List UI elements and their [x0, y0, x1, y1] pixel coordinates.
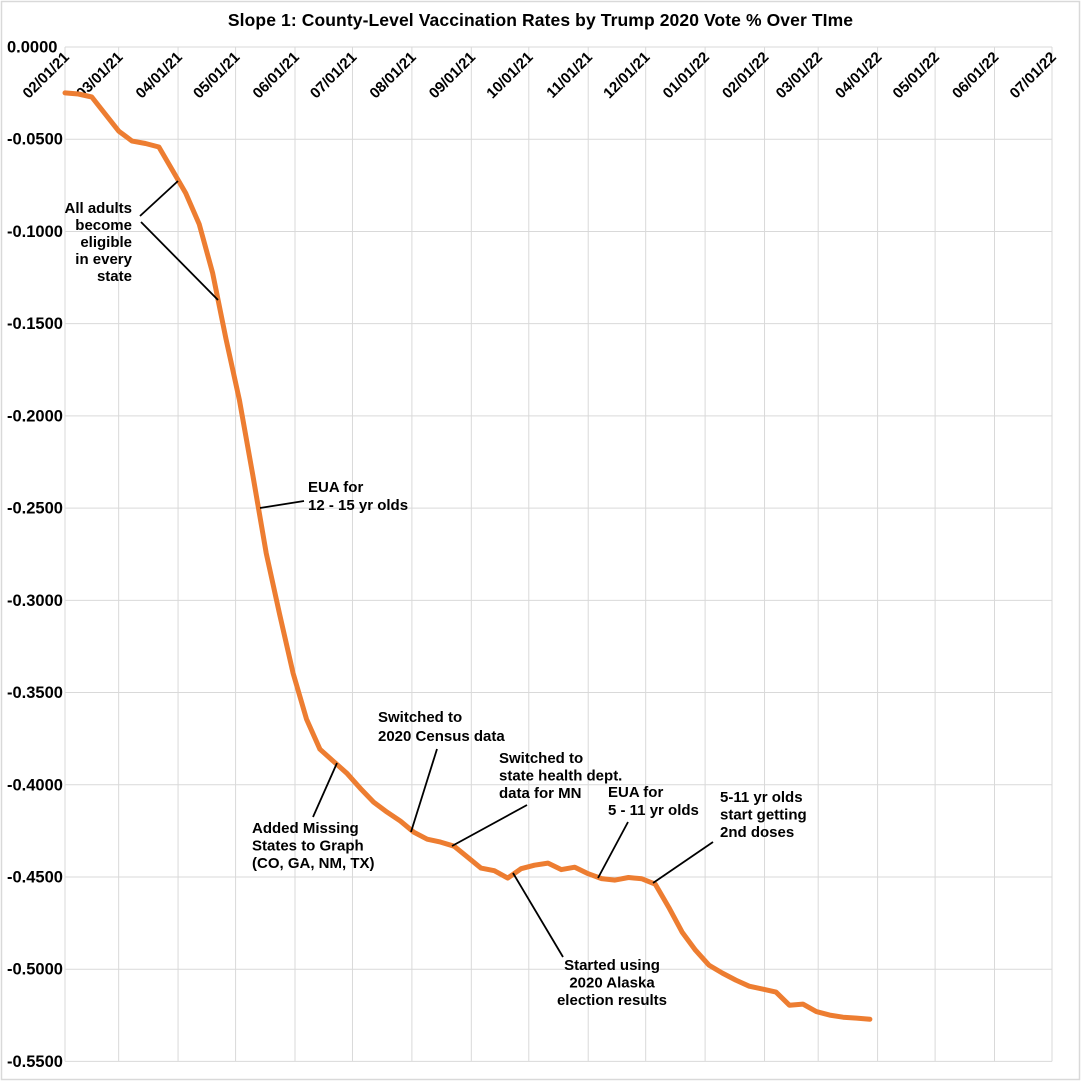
annotation-text: 2020 Alaska — [569, 975, 655, 992]
annotation-pointer — [259, 500, 305, 509]
annotation-text: Switched to — [499, 750, 583, 767]
annotation-pointer — [410, 748, 438, 833]
annotation-text: All adults — [64, 200, 132, 217]
chart-title: Slope 1: County-Level Vaccination Rates … — [227, 10, 854, 30]
annotation-pointer — [512, 872, 564, 958]
annotation-text: States to Graph — [252, 838, 364, 855]
x-axis-labels: 02/01/21 03/01/21 04/01/21 05/01/21 06/01/21… — [20, 49, 1060, 102]
annotation-text: data for MN — [499, 785, 582, 802]
annotation-text: 12 - 15 yr olds — [308, 497, 408, 514]
y-tick-label: -0.4500 — [7, 868, 63, 886]
annotation-text: start getting — [720, 807, 807, 824]
annotation-pointer — [451, 804, 528, 847]
y-tick-label: -0.1000 — [7, 223, 63, 241]
annotation-pointer — [139, 180, 179, 217]
y-tick-label: 0.0000 — [7, 39, 57, 57]
annotation-text: become — [75, 217, 132, 234]
annotation-text: in every — [75, 251, 132, 268]
annotation-text: state — [97, 268, 132, 285]
annotation-text: state health dept. — [499, 768, 622, 785]
annotation-text: EUA for — [608, 784, 663, 801]
annotation-text: eligible — [80, 234, 132, 251]
annotation-pointer — [652, 841, 714, 884]
annotation-text: 5-11 yr olds — [720, 789, 803, 806]
annotation-pointer — [597, 821, 629, 879]
y-tick-label: -0.5500 — [7, 1053, 63, 1071]
annotation-text: EUA for — [308, 479, 363, 496]
annotation-text: Switched to — [378, 709, 462, 726]
annotation-text: 2nd doses — [720, 824, 794, 841]
y-tick-label: -0.2500 — [7, 500, 63, 518]
gridlines — [64, 46, 1053, 1062]
series-line — [62, 90, 873, 1022]
annotation-pointer — [140, 221, 219, 301]
y-tick-label: -0.0500 — [7, 131, 63, 149]
annotation-text: Started using — [564, 957, 660, 974]
annotation-text: election results — [557, 992, 667, 1009]
annotation-pointer — [312, 762, 338, 818]
y-tick-label: -0.4000 — [7, 776, 63, 794]
y-tick-label: -0.2000 — [7, 407, 63, 425]
annotation-text: 2020 Census data — [378, 728, 505, 745]
annotation-text: (CO, GA, NM, TX) — [252, 855, 375, 872]
y-tick-label: -0.1500 — [7, 315, 63, 333]
y-tick-label: -0.5000 — [7, 961, 63, 979]
annotation-switched-census: Switched to 2020 Census data — [378, 709, 505, 833]
annotation-text: 5 - 11 yr olds — [608, 802, 699, 819]
y-axis-labels: 0.0000 -0.0500 -0.1000 -0.1500 -0.2000 -0.250… — [7, 39, 63, 1071]
annotation-text: Added Missing — [252, 820, 359, 837]
y-tick-label: -0.3500 — [7, 684, 63, 702]
y-tick-label: -0.3000 — [7, 592, 63, 610]
